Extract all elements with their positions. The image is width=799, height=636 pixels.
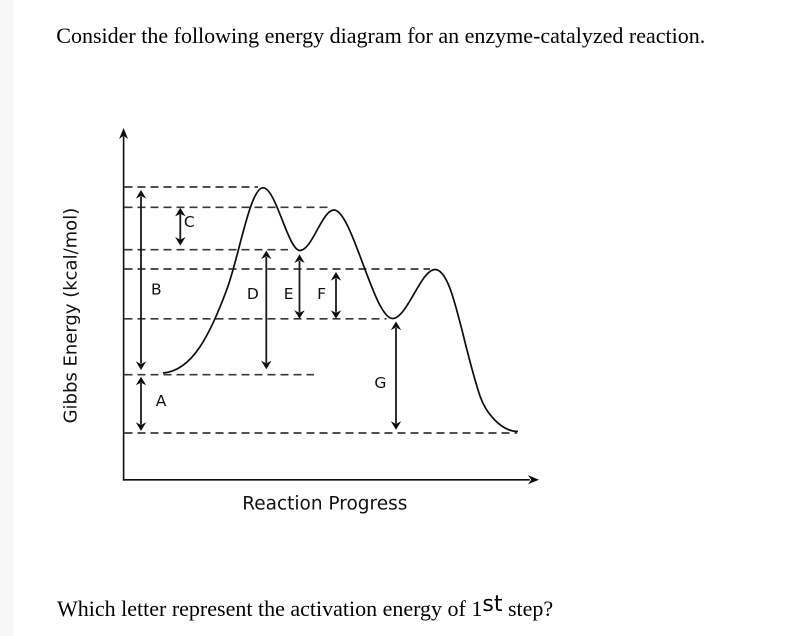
arrow-B (135, 190, 147, 370)
y-axis-label: Gibbs Energy (kcal/mol) (61, 208, 82, 424)
label-D: D (247, 285, 259, 303)
question-suffix: step? (502, 596, 554, 622)
axes (119, 128, 539, 485)
question-intro-text: Consider the following energy diagram fo… (56, 22, 706, 48)
energy-level-lines (124, 186, 517, 434)
arrow-G (390, 321, 402, 430)
reaction-energy-curve (162, 186, 519, 433)
question-prefix: Which letter represent the activation en… (57, 596, 483, 622)
arrow-letter-labels: A B C D E F G (151, 213, 386, 410)
left-gutter (0, 0, 13, 636)
arrow-D (261, 250, 272, 370)
label-B: B (151, 280, 162, 298)
arrow-E (294, 254, 305, 319)
label-A: A (156, 392, 167, 410)
label-G: G (374, 374, 386, 392)
arrow-F (330, 272, 342, 319)
question-ordinal-superscript: st (482, 592, 503, 618)
arrow-A (135, 376, 147, 431)
dimension-arrows (135, 190, 402, 431)
label-E: E (284, 285, 294, 303)
label-C: C (184, 213, 195, 231)
question-text: Which letter represent the activation en… (57, 594, 554, 622)
arrow-C (175, 207, 186, 246)
label-F: F (317, 285, 326, 303)
x-axis-label: Reaction Progress (242, 494, 407, 515)
